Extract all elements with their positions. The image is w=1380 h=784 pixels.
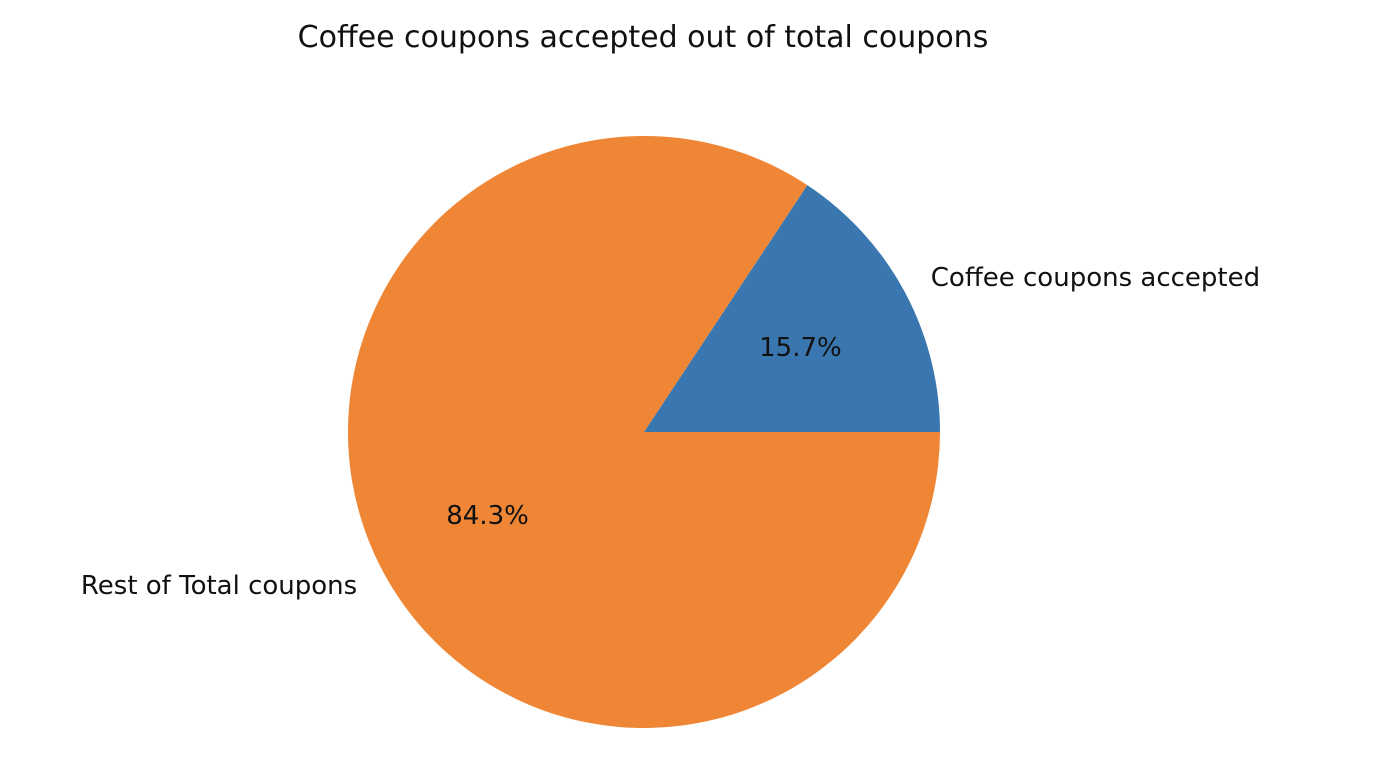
pie-slice-0 [644,185,941,432]
pie-pct-label-1: 84.3% [446,501,529,531]
pie-category-label-0: Coffee coupons accepted [931,263,1260,293]
pie-pct-label-0: 15.7% [759,333,842,363]
pie-slice-1 [348,136,940,728]
chart-title: Coffee coupons accepted out of total cou… [298,20,989,55]
pie-labels: 15.7% Coffee coupons accepted 84.3% Rest of… [81,263,1260,601]
pie-slices [348,136,941,728]
pie-category-label-1: Rest of Total coupons [81,571,357,601]
